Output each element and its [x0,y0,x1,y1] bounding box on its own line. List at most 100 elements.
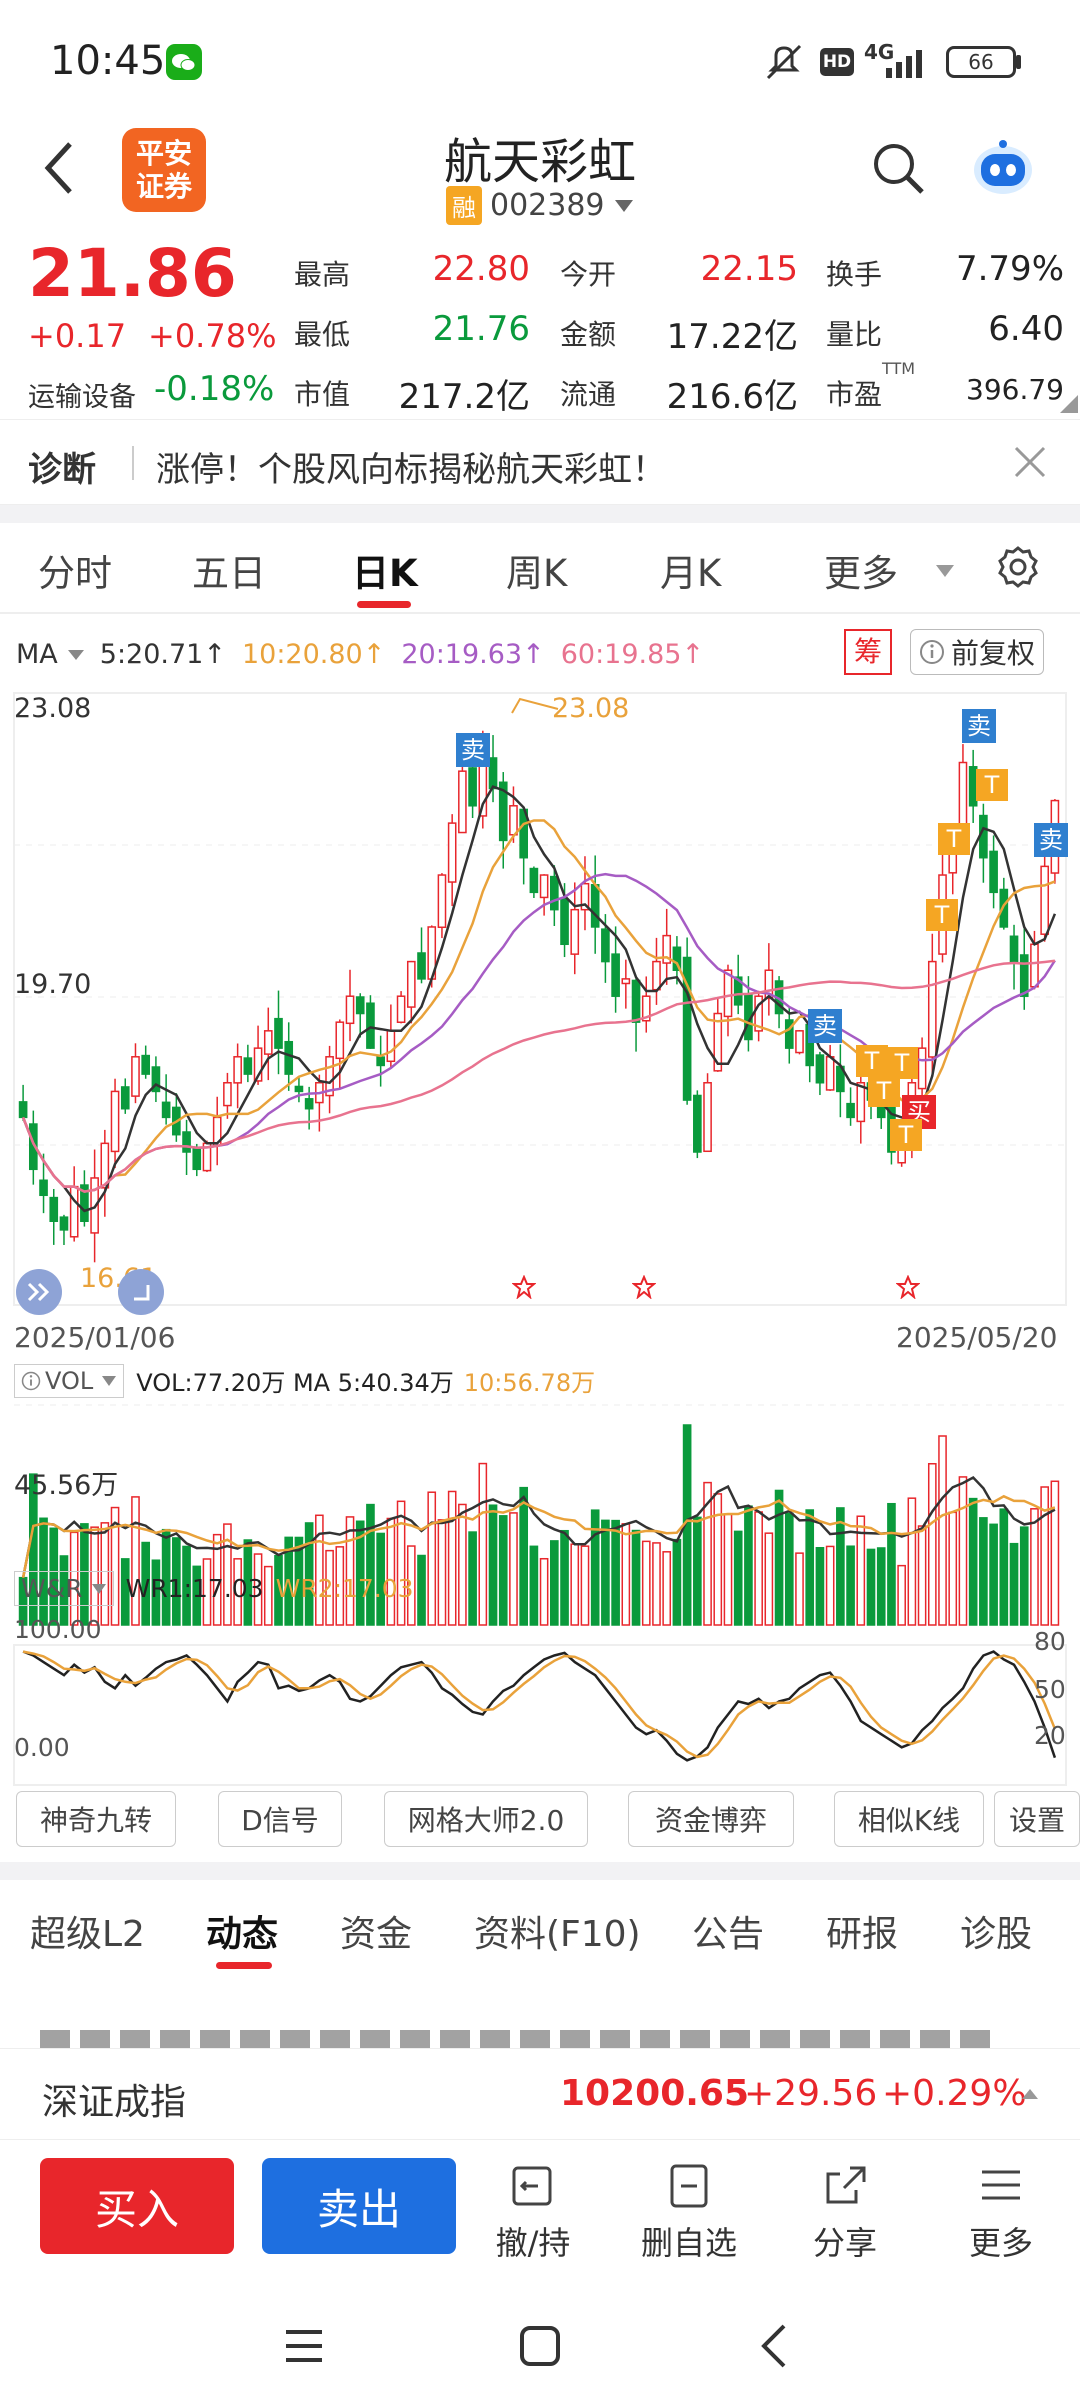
event-star-icon[interactable] [632,1275,656,1299]
candle-body [304,1098,314,1110]
stock-code: 002389 [490,188,605,223]
zoom-corner-button[interactable] [118,1269,164,1315]
tab-super-l2[interactable]: 超级L2 [30,1914,145,1955]
volume-bar [304,1522,314,1626]
tab-five-day[interactable]: 五日 [192,552,266,595]
tab-profile[interactable]: 资料(F10) [474,1914,641,1955]
diagnosis-text[interactable]: 涨停！个股风向标揭秘航天彩虹！ [156,450,666,490]
candle-body [182,1131,191,1153]
chip-distribution-button[interactable]: 筹 [844,629,892,675]
candle-body [989,850,998,894]
volume-bar [447,1490,457,1626]
chip-d-signal[interactable]: D信号 [218,1791,342,1847]
value-open: 22.15 [700,249,798,289]
back-icon[interactable] [40,138,80,202]
vol-selector[interactable]: VOL [14,1363,125,1398]
volume-bar [120,1558,130,1626]
sell-signal-badge[interactable]: 卖 [456,733,490,767]
remove-watchlist-label: 删自选 [640,2224,737,2262]
tab-announcements[interactable]: 公告 [692,1914,765,1955]
tab-news[interactable]: 动态 [206,1914,279,1955]
event-star-icon[interactable] [512,1275,536,1299]
wr-selector[interactable]: W&R [14,1571,114,1606]
chip-capital-game[interactable]: 资金博弈 [628,1791,794,1847]
volume-bar [846,1545,855,1626]
candle-body [263,1030,273,1055]
vol-legend[interactable]: VOL VOL:77.20万 MA 5:40.34万 10:56.78万 [14,1363,595,1398]
candle-body [641,995,651,1022]
sell-button[interactable]: 卖出 [262,2158,456,2254]
candle-body [49,1196,59,1222]
expand-left-button[interactable] [16,1269,62,1315]
info-tabs: 超级L2 动态 资金 资料(F10) 公告 研报 诊股 [0,1880,1080,1990]
candle-body [284,1040,294,1075]
kline-chart-area[interactable]: MA 5:20.71↑ 10:20.80↑ 20:19.63↑ 60:19.85… [0,615,1080,1790]
volume-bar [366,1503,375,1626]
index-ticker[interactable]: 深证成指 10200.65 +29.56 +0.29% [0,2048,1080,2140]
robot-assistant-icon[interactable] [970,134,1036,204]
more-dropdown-icon[interactable] [934,563,956,579]
volume-bar [141,1541,151,1626]
tab-more[interactable]: 更多 [824,552,898,595]
back-nav-icon[interactable] [756,2322,792,2370]
adjust-button[interactable]: 前复权 [910,629,1045,675]
label-pe: 市盈 [826,378,883,411]
stock-code-selector[interactable]: 融 002389 [446,186,635,225]
chip-magic-nine[interactable]: 神奇九转 [16,1791,176,1847]
chip-grid-master[interactable]: 网格大师2.0 [384,1791,588,1847]
t-signal-badge[interactable]: T [976,769,1008,801]
tab-intraday[interactable]: 分时 [38,552,112,595]
kline-chart[interactable] [0,615,1080,1790]
volume-bar [938,1435,947,1626]
event-star-icon[interactable] [896,1275,920,1299]
candle-body [560,898,569,946]
volume-bar [478,1462,488,1626]
tab-active-indicator [357,601,411,608]
volume-bar [1040,1486,1050,1626]
home-icon[interactable] [518,2324,562,2368]
volume-bar [529,1545,539,1626]
vol-label: VOL [45,1366,94,1395]
sell-signal-badge[interactable]: 卖 [1034,823,1068,857]
tab-monthly-k[interactable]: 月K [660,552,722,595]
vol-ma10-line [21,1494,1056,1578]
t-signal-badge[interactable]: T [868,1075,900,1107]
t-signal-badge[interactable]: T [886,1047,918,1079]
volume-bar [580,1545,590,1626]
chip-settings[interactable]: 设置 [994,1791,1080,1847]
sell-signal-badge[interactable]: 卖 [808,1009,842,1043]
more-button[interactable]: 更多 [946,2160,1056,2264]
candle-body [498,781,508,842]
ma-legend[interactable]: MA 5:20.71↑ 10:20.80↑ 20:19.63↑ 60:19.85… [16,639,704,670]
tab-weekly-k[interactable]: 周K [506,552,568,595]
tab-capital[interactable]: 资金 [340,1914,413,1955]
t-signal-badge[interactable]: T [938,823,970,855]
chip-similar-kline[interactable]: 相似K线 [834,1791,984,1847]
tab-diagnose[interactable]: 诊股 [960,1914,1033,1955]
t-signal-badge[interactable]: T [856,1045,888,1077]
candle-body [795,1030,804,1054]
tab-daily-k[interactable]: 日K [352,552,418,595]
search-icon[interactable] [870,140,926,200]
diagnosis-banner[interactable]: 诊断 涨停！个股风向标揭秘航天彩虹！ [0,420,1080,505]
share-button[interactable]: 分享 [790,2160,900,2264]
wr2-line [22,1650,1057,1759]
expand-corner-icon[interactable] [1060,395,1078,413]
wr-legend[interactable]: W&R WR1:17.03 WR2:17.03 [14,1571,414,1606]
remove-watchlist-button[interactable]: 删自选 [634,2160,744,2264]
t-signal-badge[interactable]: T [890,1119,922,1151]
buy-button[interactable]: 买入 [40,2158,234,2254]
candle-body [601,928,610,963]
cancel-hold-label: 撤/持 [495,2224,571,2262]
cancel-hold-button[interactable]: 撤/持 [478,2160,588,2264]
sell-signal-badge[interactable]: 卖 [962,709,996,743]
chevron-down-icon [614,199,633,212]
tab-research[interactable]: 研报 [826,1914,899,1955]
candle-body [447,822,457,883]
recent-apps-icon[interactable] [282,2326,326,2366]
t-signal-badge[interactable]: T [926,899,958,931]
volume-bar [376,1532,385,1626]
sector-name[interactable]: 运输设备 [28,382,136,413]
gear-icon[interactable] [996,545,1040,589]
close-icon[interactable] [1012,444,1048,480]
